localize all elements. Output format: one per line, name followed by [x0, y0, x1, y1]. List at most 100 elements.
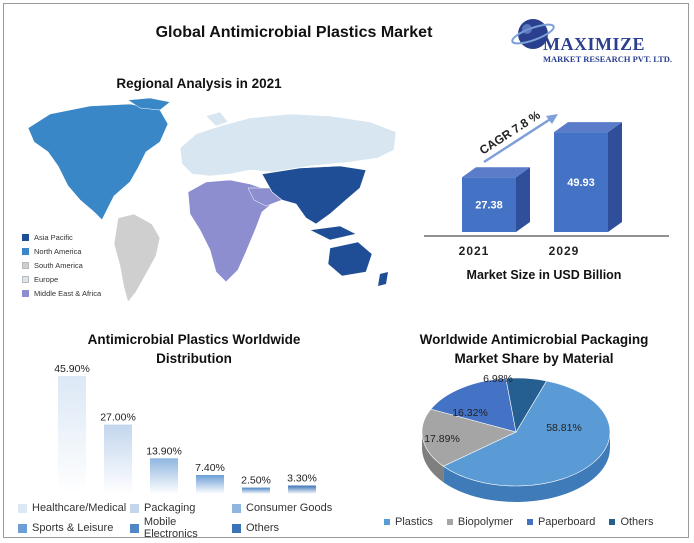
- market-bar-2029: 49.93: [554, 122, 622, 232]
- market-size-title: Market Size in USD Billion: [466, 268, 622, 282]
- market-bar-side: [608, 122, 622, 232]
- legend-item: Others: [609, 516, 653, 528]
- legend-label: Biopolymer: [457, 516, 513, 528]
- packaging-title: Worldwide Antimicrobial Packaging Market…: [389, 330, 679, 368]
- pie-slice-label: 16.32%: [452, 407, 488, 419]
- legend-swatch-south-america: [22, 261, 29, 269]
- distribution-chart: 45.90% 27.00% 13.90% 7.40% 2.50% 3.30%: [54, 363, 317, 494]
- distribution-legend: Healthcare/Medical Packaging Consumer Go…: [18, 502, 358, 540]
- distribution-bar-label: 2.50%: [241, 475, 271, 487]
- market-bar-top: [554, 122, 622, 133]
- cagr-arrow: [483, 116, 553, 164]
- legend-item: Sports & Leisure: [18, 516, 130, 540]
- region-asia-pacific: [261, 165, 367, 225]
- legend-swatch: [232, 523, 241, 533]
- distribution-bar-label: 13.90%: [146, 445, 182, 457]
- legend-swatch: [232, 503, 241, 513]
- legend-label: Plastics: [395, 516, 433, 528]
- distribution-bar: [150, 458, 178, 494]
- distribution-bar-label: 45.90%: [54, 363, 90, 375]
- region-south-america: [113, 213, 161, 303]
- distribution-bar: [288, 485, 316, 494]
- market-bar-front: [554, 132, 608, 232]
- infographic-frame: Global Antimicrobial Plastics Market MAX…: [3, 3, 689, 540]
- market-bar-front: [462, 177, 516, 232]
- pie-slice-label: 17.89%: [424, 433, 460, 445]
- legend-label: Others: [246, 522, 280, 534]
- legend-label: Healthcare/Medical: [32, 502, 127, 514]
- pie-slice-label: 6.98%: [483, 373, 513, 385]
- market-bar-2021: 27.38: [462, 167, 530, 232]
- legend-swatch: [130, 523, 139, 533]
- pie-slice-Plastics: [442, 380, 611, 487]
- pie-legend: Plastics Biopolymer Paperboard Others: [384, 516, 684, 528]
- legend-item: Biopolymer: [446, 516, 513, 528]
- legend-label: Asia Pacific: [34, 232, 73, 242]
- legend-label: Europe: [34, 274, 59, 284]
- market-year-label: 2021: [458, 244, 490, 258]
- distribution-bar: [58, 376, 86, 494]
- legend-swatch: [609, 519, 616, 525]
- distribution-title-line: Antimicrobial Plastics Worldwide: [87, 332, 301, 347]
- pie-slice-label: 58.81%: [546, 422, 582, 434]
- logo-text-sub: MARKET RESEARCH PVT. LTD.: [543, 54, 673, 64]
- legend-item: Packaging: [130, 502, 232, 514]
- distribution-bar: [242, 487, 270, 494]
- market-bar-top: [462, 167, 530, 178]
- legend-swatch-middle-east-africa: [22, 289, 29, 297]
- world-map: [27, 97, 397, 303]
- legend-item: Consumer Goods: [232, 502, 332, 514]
- map-legend-item: Middle East & Africa: [22, 286, 132, 300]
- market-size-chart: 27.38 49.93 CAGR 7.8 %: [424, 108, 669, 237]
- region-europe: [179, 113, 397, 177]
- legend-swatch: [384, 519, 390, 525]
- map-legend-item: North America: [22, 244, 132, 258]
- legend-label: Mobile Electronics: [143, 516, 198, 540]
- region-north-america: [27, 103, 169, 221]
- legend-label: North America: [34, 246, 82, 256]
- map-legend-item: Asia Pacific: [22, 230, 132, 244]
- pie-slice-Biopolymer: [421, 408, 517, 467]
- legend-swatch: [18, 523, 27, 533]
- legend-swatch-asia-pacific: [22, 233, 29, 241]
- cagr-arrow-head: [546, 114, 558, 124]
- region-middle-east-africa: [187, 179, 275, 283]
- legend-item: Others: [232, 516, 279, 540]
- market-bar-side: [516, 167, 530, 232]
- legend-item: Paperboard: [526, 516, 596, 528]
- pie-slice-Others: [505, 377, 548, 433]
- packaging-title-line: Worldwide Antimicrobial Packaging: [419, 332, 649, 347]
- packaging-pie-chart: 58.81% 17.89% 16.32% 6.98%: [421, 373, 611, 502]
- map-title: Regional Analysis in 2021: [116, 76, 282, 91]
- legend-swatch-north-america: [22, 247, 29, 255]
- cagr-label: CAGR 7.8 %: [477, 108, 543, 158]
- legend-swatch: [18, 503, 27, 513]
- legend-swatch: [130, 503, 139, 513]
- pie-side-Plastics: [443, 432, 610, 502]
- distribution-bar: [104, 424, 132, 494]
- distribution-bar-label: 27.00%: [100, 412, 136, 424]
- page-title: Global Antimicrobial Plastics Market: [155, 24, 433, 41]
- legend-label: Paperboard: [537, 516, 596, 528]
- map-legend: Asia Pacific North America South America…: [22, 230, 132, 300]
- legend-label: Others: [620, 516, 654, 528]
- market-year-label: 2029: [548, 244, 580, 258]
- legend-item: Plastics: [384, 516, 433, 528]
- company-logo: MAXIMIZE MARKET RESEARCH PVT. LTD.: [507, 12, 687, 70]
- distribution-title: Antimicrobial Plastics Worldwide Distrib…: [44, 330, 344, 368]
- legend-label: Consumer Goods: [246, 502, 333, 514]
- market-bar-value: 49.93: [567, 177, 595, 189]
- legend-label: Middle East & Africa: [34, 288, 102, 298]
- legend-label: Sports & Leisure: [32, 522, 114, 534]
- distribution-bar: [196, 474, 224, 494]
- distribution-bar-label: 3.30%: [287, 473, 317, 485]
- map-legend-item: Europe: [22, 272, 132, 286]
- distribution-bar-label: 7.40%: [195, 462, 225, 474]
- map-legend-item: South America: [22, 258, 132, 272]
- logo-text-main: MAXIMIZE: [543, 34, 645, 54]
- legend-item: Healthcare/Medical: [18, 502, 130, 514]
- legend-swatch: [526, 519, 533, 525]
- packaging-title-line: Market Share by Material: [454, 351, 614, 366]
- legend-label: Packaging: [144, 502, 196, 514]
- legend-swatch: [446, 519, 453, 525]
